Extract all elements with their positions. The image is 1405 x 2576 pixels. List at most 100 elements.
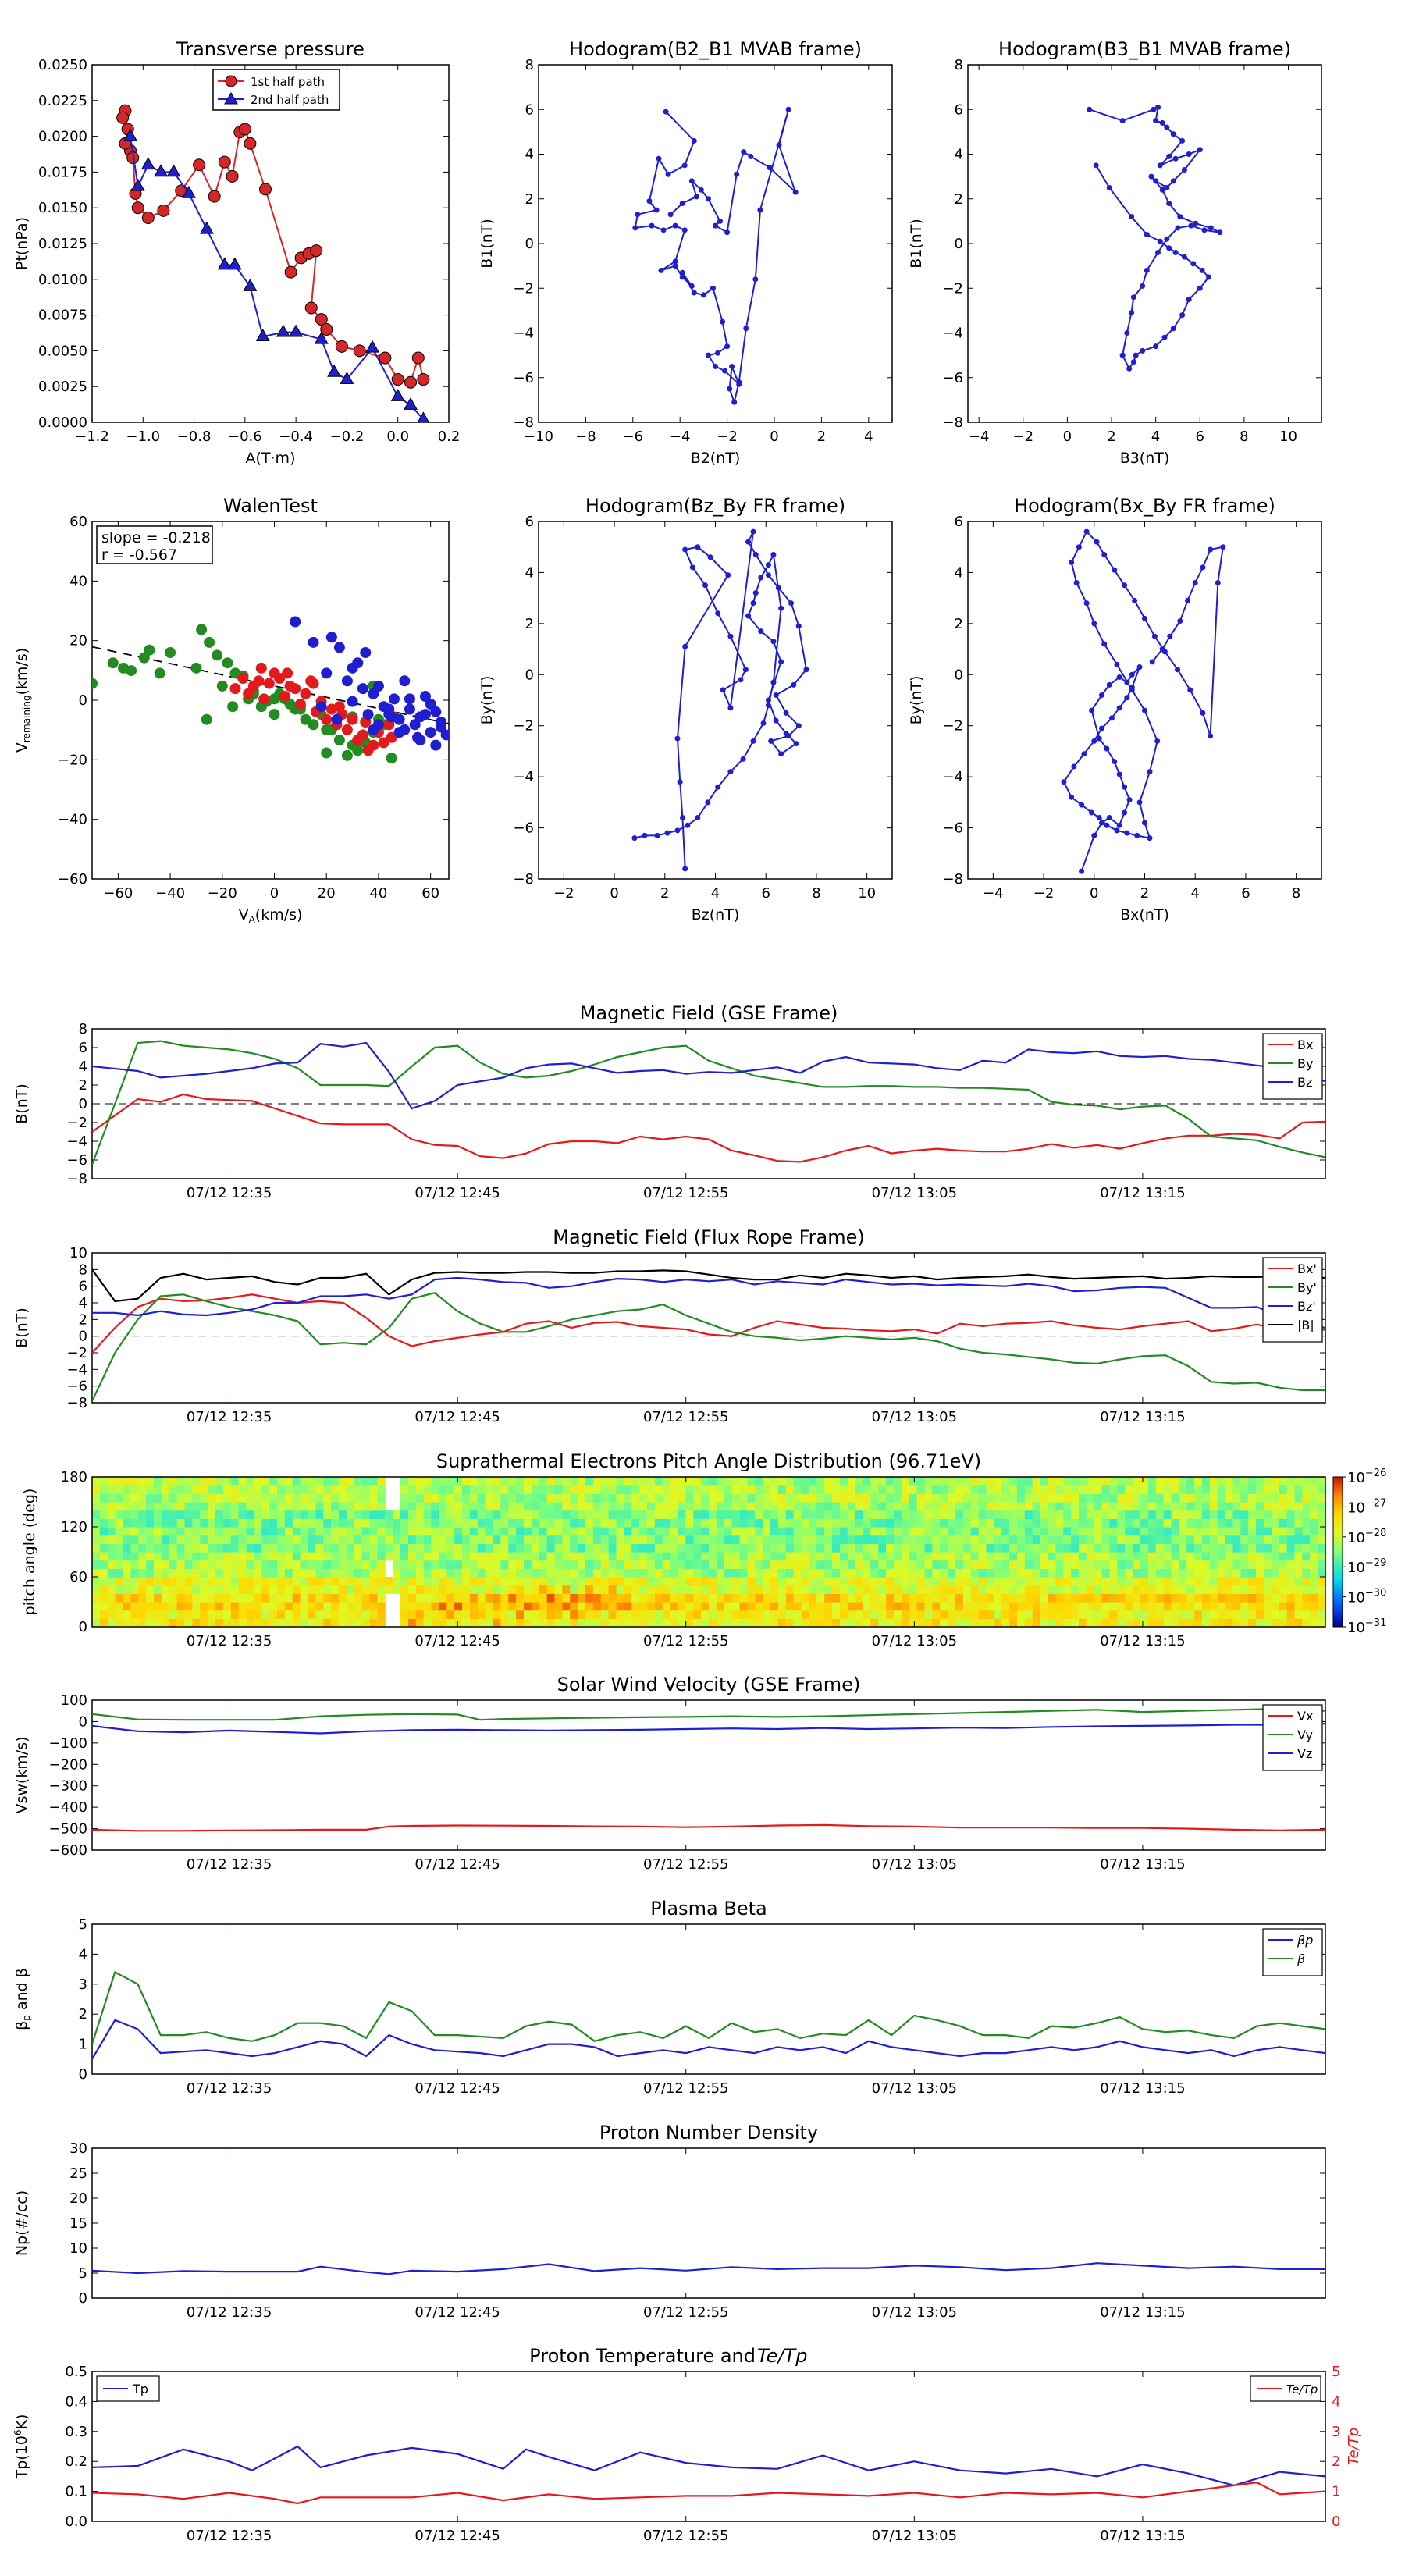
heatmap-cell	[978, 1593, 987, 1603]
heatmap-cell	[1001, 1610, 1010, 1619]
heatmap-cell	[361, 1618, 371, 1627]
heatmap-cell	[500, 1602, 509, 1611]
y-tick-label: 60	[69, 1569, 87, 1585]
heatmap-cell	[978, 1510, 987, 1519]
heatmap-cell	[454, 1618, 463, 1627]
heatmap-cell	[709, 1577, 717, 1586]
heatmap-cell	[107, 1560, 116, 1569]
data-point	[646, 198, 653, 205]
scatter-point	[227, 701, 239, 713]
x-tick-label: −6	[623, 429, 644, 445]
y-tick-label: 8	[79, 1261, 87, 1278]
heatmap-cell	[423, 1560, 432, 1569]
heatmap-cell	[485, 1477, 494, 1486]
heatmap-cell	[339, 1485, 347, 1494]
heatmap-cell	[647, 1527, 656, 1536]
heatmap-cell	[169, 1518, 178, 1528]
heatmap-cell	[261, 1543, 270, 1553]
heatmap-cell	[462, 1493, 471, 1503]
heatmap-cell	[1071, 1585, 1080, 1594]
heatmap-cell	[208, 1485, 216, 1494]
heatmap-cell	[176, 1518, 186, 1528]
heatmap-cell	[1155, 1527, 1165, 1536]
scatter-point	[154, 667, 165, 679]
x-tick-label: 07/12 13:05	[872, 1185, 957, 1201]
heatmap-cell	[624, 1493, 632, 1503]
data-point	[1181, 167, 1187, 173]
data-point	[1134, 832, 1140, 838]
heatmap-cell	[662, 1602, 671, 1611]
heatmap-cell	[154, 1593, 162, 1603]
heatmap-cell	[1079, 1552, 1087, 1561]
heatmap-cell	[631, 1560, 640, 1569]
heatmap-cell	[678, 1535, 686, 1544]
heatmap-cell	[115, 1535, 124, 1544]
data-point	[765, 703, 771, 709]
heatmap-cell	[154, 1518, 162, 1528]
heatmap-cell	[793, 1577, 802, 1586]
heatmap-cell	[123, 1585, 131, 1594]
heatmap-cell	[462, 1518, 471, 1528]
heatmap-cell	[493, 1602, 501, 1611]
heatmap-cell	[469, 1485, 478, 1494]
heatmap-cell	[624, 1602, 632, 1611]
heatmap-cell	[1179, 1493, 1187, 1503]
heatmap-cell	[346, 1527, 355, 1536]
heatmap-cell	[1125, 1610, 1133, 1619]
heatmap-cell	[261, 1610, 270, 1619]
heatmap-cell	[485, 1518, 494, 1528]
heatmap-cell	[693, 1543, 702, 1553]
chart-title: Magnetic Field (GSE Frame)	[580, 1002, 838, 1024]
data-point	[632, 225, 638, 231]
heatmap-cell	[592, 1535, 602, 1544]
heatmap-cell	[524, 1485, 532, 1494]
heatmap-cell	[816, 1585, 825, 1594]
x-tick-label: 07/12 13:05	[872, 1409, 957, 1425]
heatmap-cell	[701, 1477, 710, 1486]
heatmap-cell	[192, 1585, 201, 1594]
heatmap-cell	[709, 1593, 717, 1603]
heatmap-cell	[230, 1610, 240, 1619]
heatmap-cell	[647, 1493, 656, 1503]
heatmap-cell	[1217, 1593, 1226, 1603]
heatmap-cell	[230, 1585, 240, 1594]
data-point	[688, 283, 695, 289]
heatmap-cell	[924, 1552, 933, 1561]
heatmap-cell	[562, 1585, 571, 1594]
heatmap-cell	[608, 1527, 617, 1536]
y-tick-label: −8	[66, 1171, 87, 1187]
heatmap-cell	[315, 1502, 324, 1511]
heatmap-cell	[639, 1485, 648, 1494]
heatmap-cell	[631, 1593, 640, 1603]
heatmap-cell	[709, 1543, 717, 1553]
heatmap-cell	[570, 1518, 578, 1528]
x-tick-label: −0.8	[177, 429, 212, 445]
heatmap-cell	[1194, 1485, 1203, 1494]
heatmap-cell	[1209, 1552, 1218, 1561]
heatmap-cell	[793, 1485, 802, 1494]
heatmap-cell	[955, 1618, 964, 1627]
heatmap-cell	[924, 1585, 933, 1594]
heatmap-cell	[1209, 1560, 1218, 1569]
data-point	[750, 738, 756, 744]
heatmap-cell	[855, 1477, 864, 1486]
heatmap-cell	[354, 1585, 363, 1594]
heatmap-cell	[546, 1577, 556, 1586]
heatmap-cell	[1140, 1552, 1149, 1561]
heatmap-cell	[284, 1502, 293, 1511]
heatmap-cell	[670, 1535, 679, 1544]
heatmap-cell	[716, 1485, 725, 1494]
scatter-point	[196, 624, 208, 635]
heatmap-cell	[346, 1593, 355, 1603]
heatmap-cell	[1048, 1618, 1056, 1627]
heatmap-cell	[1147, 1527, 1157, 1536]
heatmap-cell	[940, 1535, 948, 1544]
heatmap-cell	[1117, 1585, 1126, 1594]
heatmap-cell	[886, 1593, 895, 1603]
heatmap-cell	[1155, 1485, 1165, 1494]
heatmap-cell	[654, 1552, 663, 1561]
heatmap-cell	[940, 1477, 948, 1486]
heatmap-cell	[493, 1477, 501, 1486]
heatmap-cell	[747, 1493, 756, 1503]
heatmap-cell	[1279, 1477, 1288, 1486]
